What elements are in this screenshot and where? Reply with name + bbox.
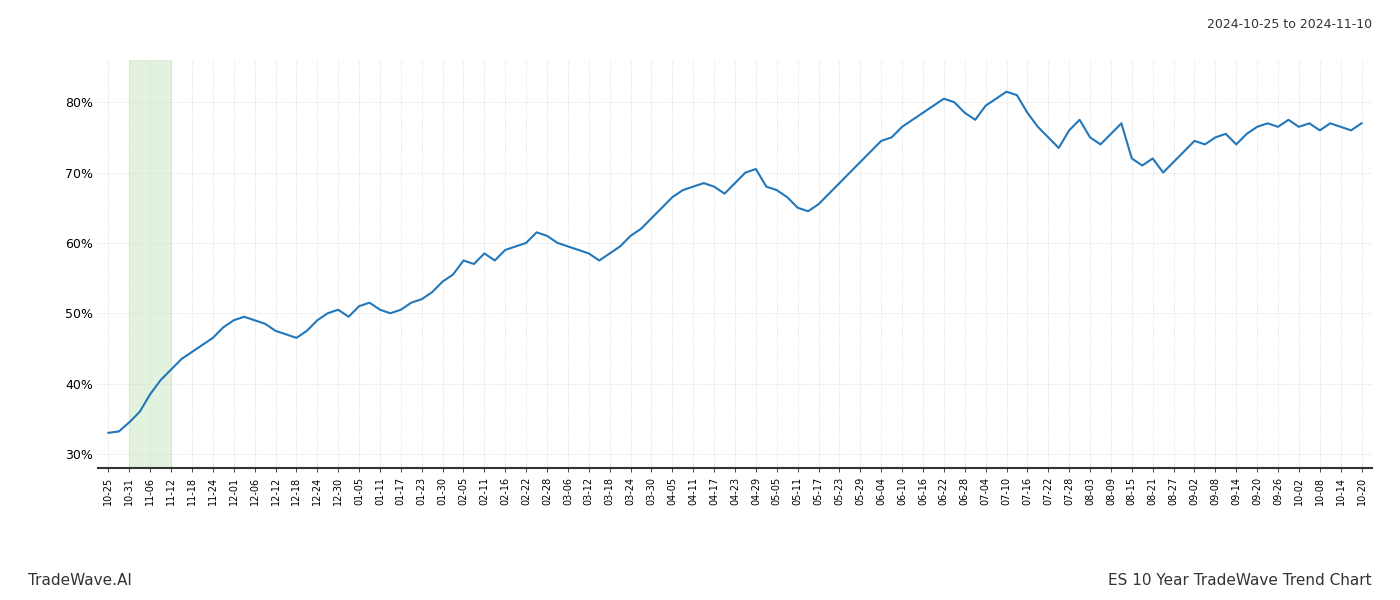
Bar	[129, 60, 171, 468]
Text: TradeWave.AI: TradeWave.AI	[28, 573, 132, 588]
Text: ES 10 Year TradeWave Trend Chart: ES 10 Year TradeWave Trend Chart	[1109, 573, 1372, 588]
Text: 2024-10-25 to 2024-11-10: 2024-10-25 to 2024-11-10	[1207, 18, 1372, 31]
